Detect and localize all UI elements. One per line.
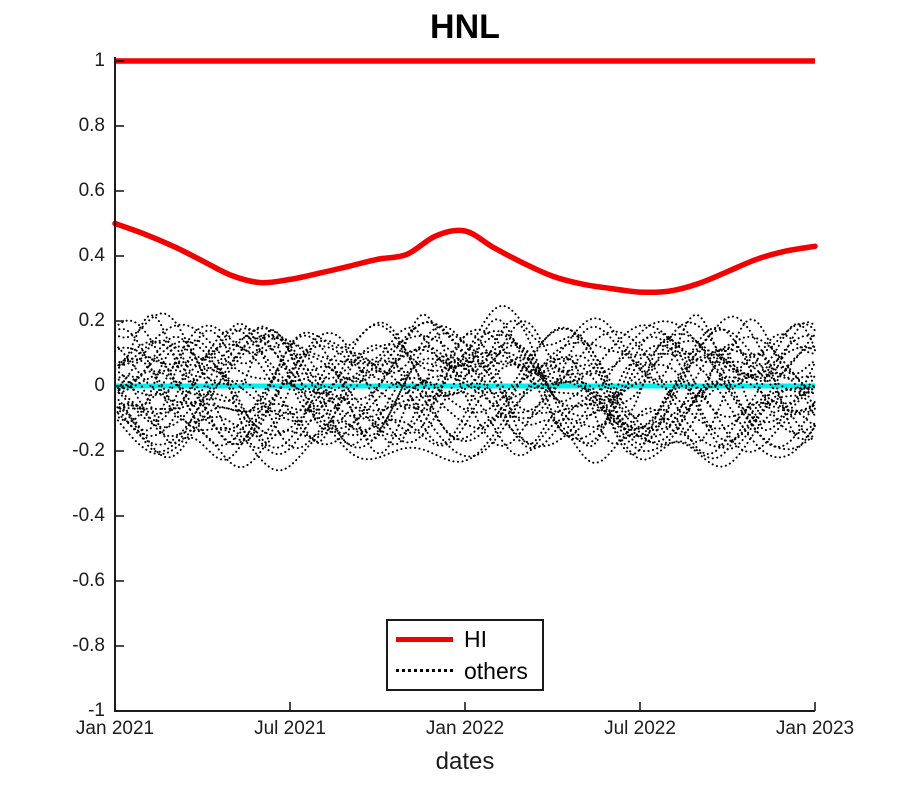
others-dotted-line-2 [114, 328, 816, 437]
others-dotted-line-25 [114, 317, 816, 453]
y-tick-label: 1 [94, 50, 105, 71]
x-tick-label: Jul 2021 [254, 718, 326, 739]
y-tick-label: 0.2 [78, 310, 105, 331]
hi-line-sample-icon [396, 636, 453, 642]
others-dotted-line-16 [114, 331, 816, 446]
legend-entry-hi[interactable]: HI [396, 624, 534, 654]
y-tick-label: 0 [94, 375, 105, 396]
others-dotted-line-4 [114, 335, 816, 446]
others-dotted-line-19 [114, 321, 816, 450]
others-dotted-line-11 [114, 323, 816, 463]
others-dotted-line-15 [114, 325, 816, 451]
legend-box[interactable]: HI others [386, 619, 544, 691]
x-tick-label: Jul 2022 [604, 718, 676, 739]
others-dotted-line-17 [114, 326, 816, 464]
hi-curve-line [112, 220, 818, 296]
x-axis-label: dates [435, 748, 495, 775]
others-dotted-line-20 [114, 330, 816, 436]
others-dotted-line-27 [114, 318, 816, 456]
y-tick-label: -0.4 [72, 505, 105, 526]
others-dotted-line-30 [114, 335, 816, 449]
others-dotted-line-21 [114, 304, 816, 456]
others-dotted-line-29 [114, 333, 816, 472]
x-tick-label: Jan 2021 [75, 718, 155, 739]
y-tick-label: -0.6 [72, 570, 105, 591]
y-tick-label: -0.8 [72, 635, 105, 656]
y-tick-label: 0.8 [78, 115, 105, 136]
y-tick-label: 0.6 [78, 180, 105, 201]
others-dotted-line-26 [114, 326, 816, 444]
x-tick-label: Jan 2023 [775, 718, 855, 739]
others-dotted-line-13 [114, 334, 816, 459]
others-line-sample-icon [396, 669, 453, 673]
chart-title: HNL [430, 8, 500, 46]
legend-label-others: others [464, 657, 528, 684]
others-dotted-line-28 [114, 327, 816, 448]
others-dotted-line-22 [114, 332, 816, 449]
y-tick-label: -0.2 [72, 440, 105, 461]
y-tick-label: -1 [88, 700, 105, 721]
y-tick-label: 0.4 [78, 245, 105, 266]
legend-label-hi: HI [464, 626, 487, 653]
x-tick-label: Jan 2022 [425, 718, 505, 739]
others-dotted-line-23 [114, 313, 816, 450]
others-dotted-line-18 [114, 320, 816, 451]
legend-entry-others[interactable]: others [396, 656, 534, 686]
